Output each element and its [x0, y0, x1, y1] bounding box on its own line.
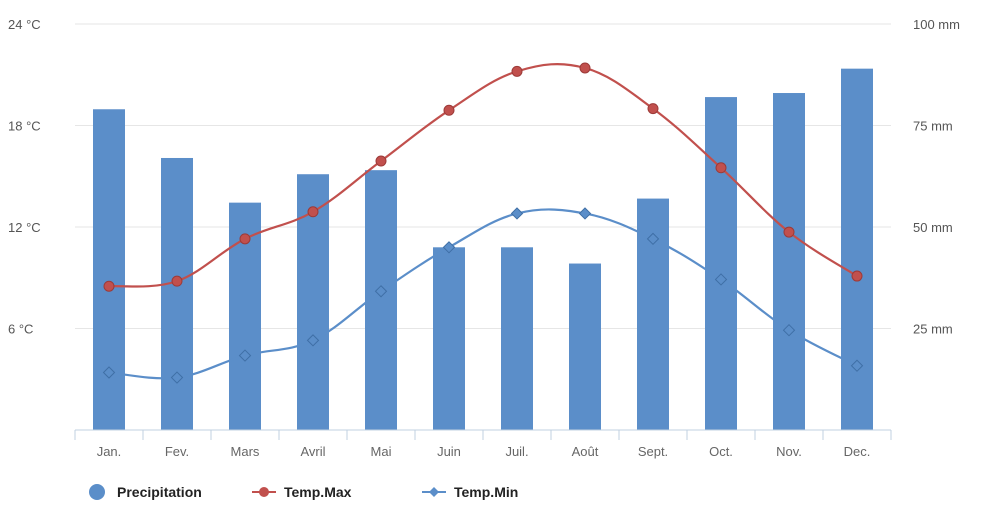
point-temp-min	[374, 285, 388, 298]
precipitation-bars	[93, 68, 873, 431]
legend-label-temp-min: Temp.Min	[454, 484, 518, 500]
bar-precipitation	[161, 157, 193, 431]
x-tick-label: Jan.	[97, 444, 122, 459]
point-temp-max	[579, 62, 591, 74]
point-temp-max	[443, 104, 455, 116]
bar-precipitation	[501, 247, 533, 430]
point-temp-max	[851, 270, 863, 282]
y-left-tick-label: 12 °C	[8, 220, 41, 235]
legend-symbol-temp-min	[429, 487, 439, 497]
bar-precipitation	[433, 247, 465, 430]
point-temp-min	[170, 371, 184, 384]
x-tick-label: Dec.	[844, 444, 871, 459]
x-tick-label: Oct.	[709, 444, 733, 459]
point-temp-max	[239, 233, 251, 245]
point-temp-min	[102, 366, 116, 379]
bar-precipitation	[841, 68, 873, 430]
y-right-tick-label: 25 mm	[913, 322, 953, 337]
y-right-tick-label: 50 mm	[913, 220, 953, 235]
x-tick-label: Mars	[231, 444, 260, 459]
point-temp-max	[375, 155, 387, 167]
x-tick-label: Juin	[437, 444, 461, 459]
point-temp-min	[782, 323, 796, 337]
point-temp-min	[442, 241, 456, 254]
legend: Precipitation Temp.Max Temp.Min	[89, 484, 518, 500]
legend-symbol-temp-max	[259, 487, 269, 497]
bar-precipitation	[93, 109, 125, 430]
x-tick-label: Avril	[300, 444, 325, 459]
point-temp-max	[783, 226, 795, 238]
y-left-tick-label: 6 °C	[8, 322, 33, 337]
line-temp-max	[108, 63, 858, 288]
x-tick-label: Sept.	[638, 444, 668, 459]
point-temp-max	[103, 280, 115, 292]
y-right-tick-label: 75 mm	[913, 119, 953, 134]
legend-label-precipitation: Precipitation	[117, 484, 202, 500]
x-tick-label: Juil.	[505, 444, 528, 459]
gridlines	[75, 23, 891, 329]
bar-precipitation	[773, 93, 805, 431]
point-temp-min	[850, 359, 864, 372]
point-temp-max	[307, 206, 319, 218]
legend-label-temp-max: Temp.Max	[284, 484, 352, 500]
x-tick-label: Fev.	[165, 444, 189, 459]
point-temp-max	[171, 275, 183, 287]
x-tick-label: Mai	[371, 444, 392, 459]
y-right-tick-label: 100 mm	[913, 17, 960, 32]
axes: 6 °C 12 °C 18 °C 24 °C 25 mm 50 mm 75 mm 100 mm…	[8, 17, 960, 459]
point-temp-max	[647, 103, 659, 115]
point-temp-min	[306, 334, 320, 347]
point-temp-max	[715, 162, 727, 174]
bar-precipitation	[569, 263, 601, 430]
point-temp-min	[578, 207, 592, 220]
y-left-tick-label: 24 °C	[8, 17, 41, 32]
point-temp-min	[510, 207, 524, 220]
bar-precipitation	[705, 97, 737, 430]
x-tick-label: Août	[572, 444, 599, 459]
legend-symbol-precipitation	[89, 484, 105, 500]
point-temp-max	[511, 65, 523, 77]
point-temp-min	[714, 273, 728, 286]
point-temp-min	[646, 232, 660, 246]
point-temp-min	[238, 349, 252, 362]
temperature-lines	[102, 62, 864, 384]
x-tick-label: Nov.	[776, 444, 802, 459]
line-temp-min	[108, 208, 858, 380]
y-left-tick-label: 18 °C	[8, 119, 41, 134]
